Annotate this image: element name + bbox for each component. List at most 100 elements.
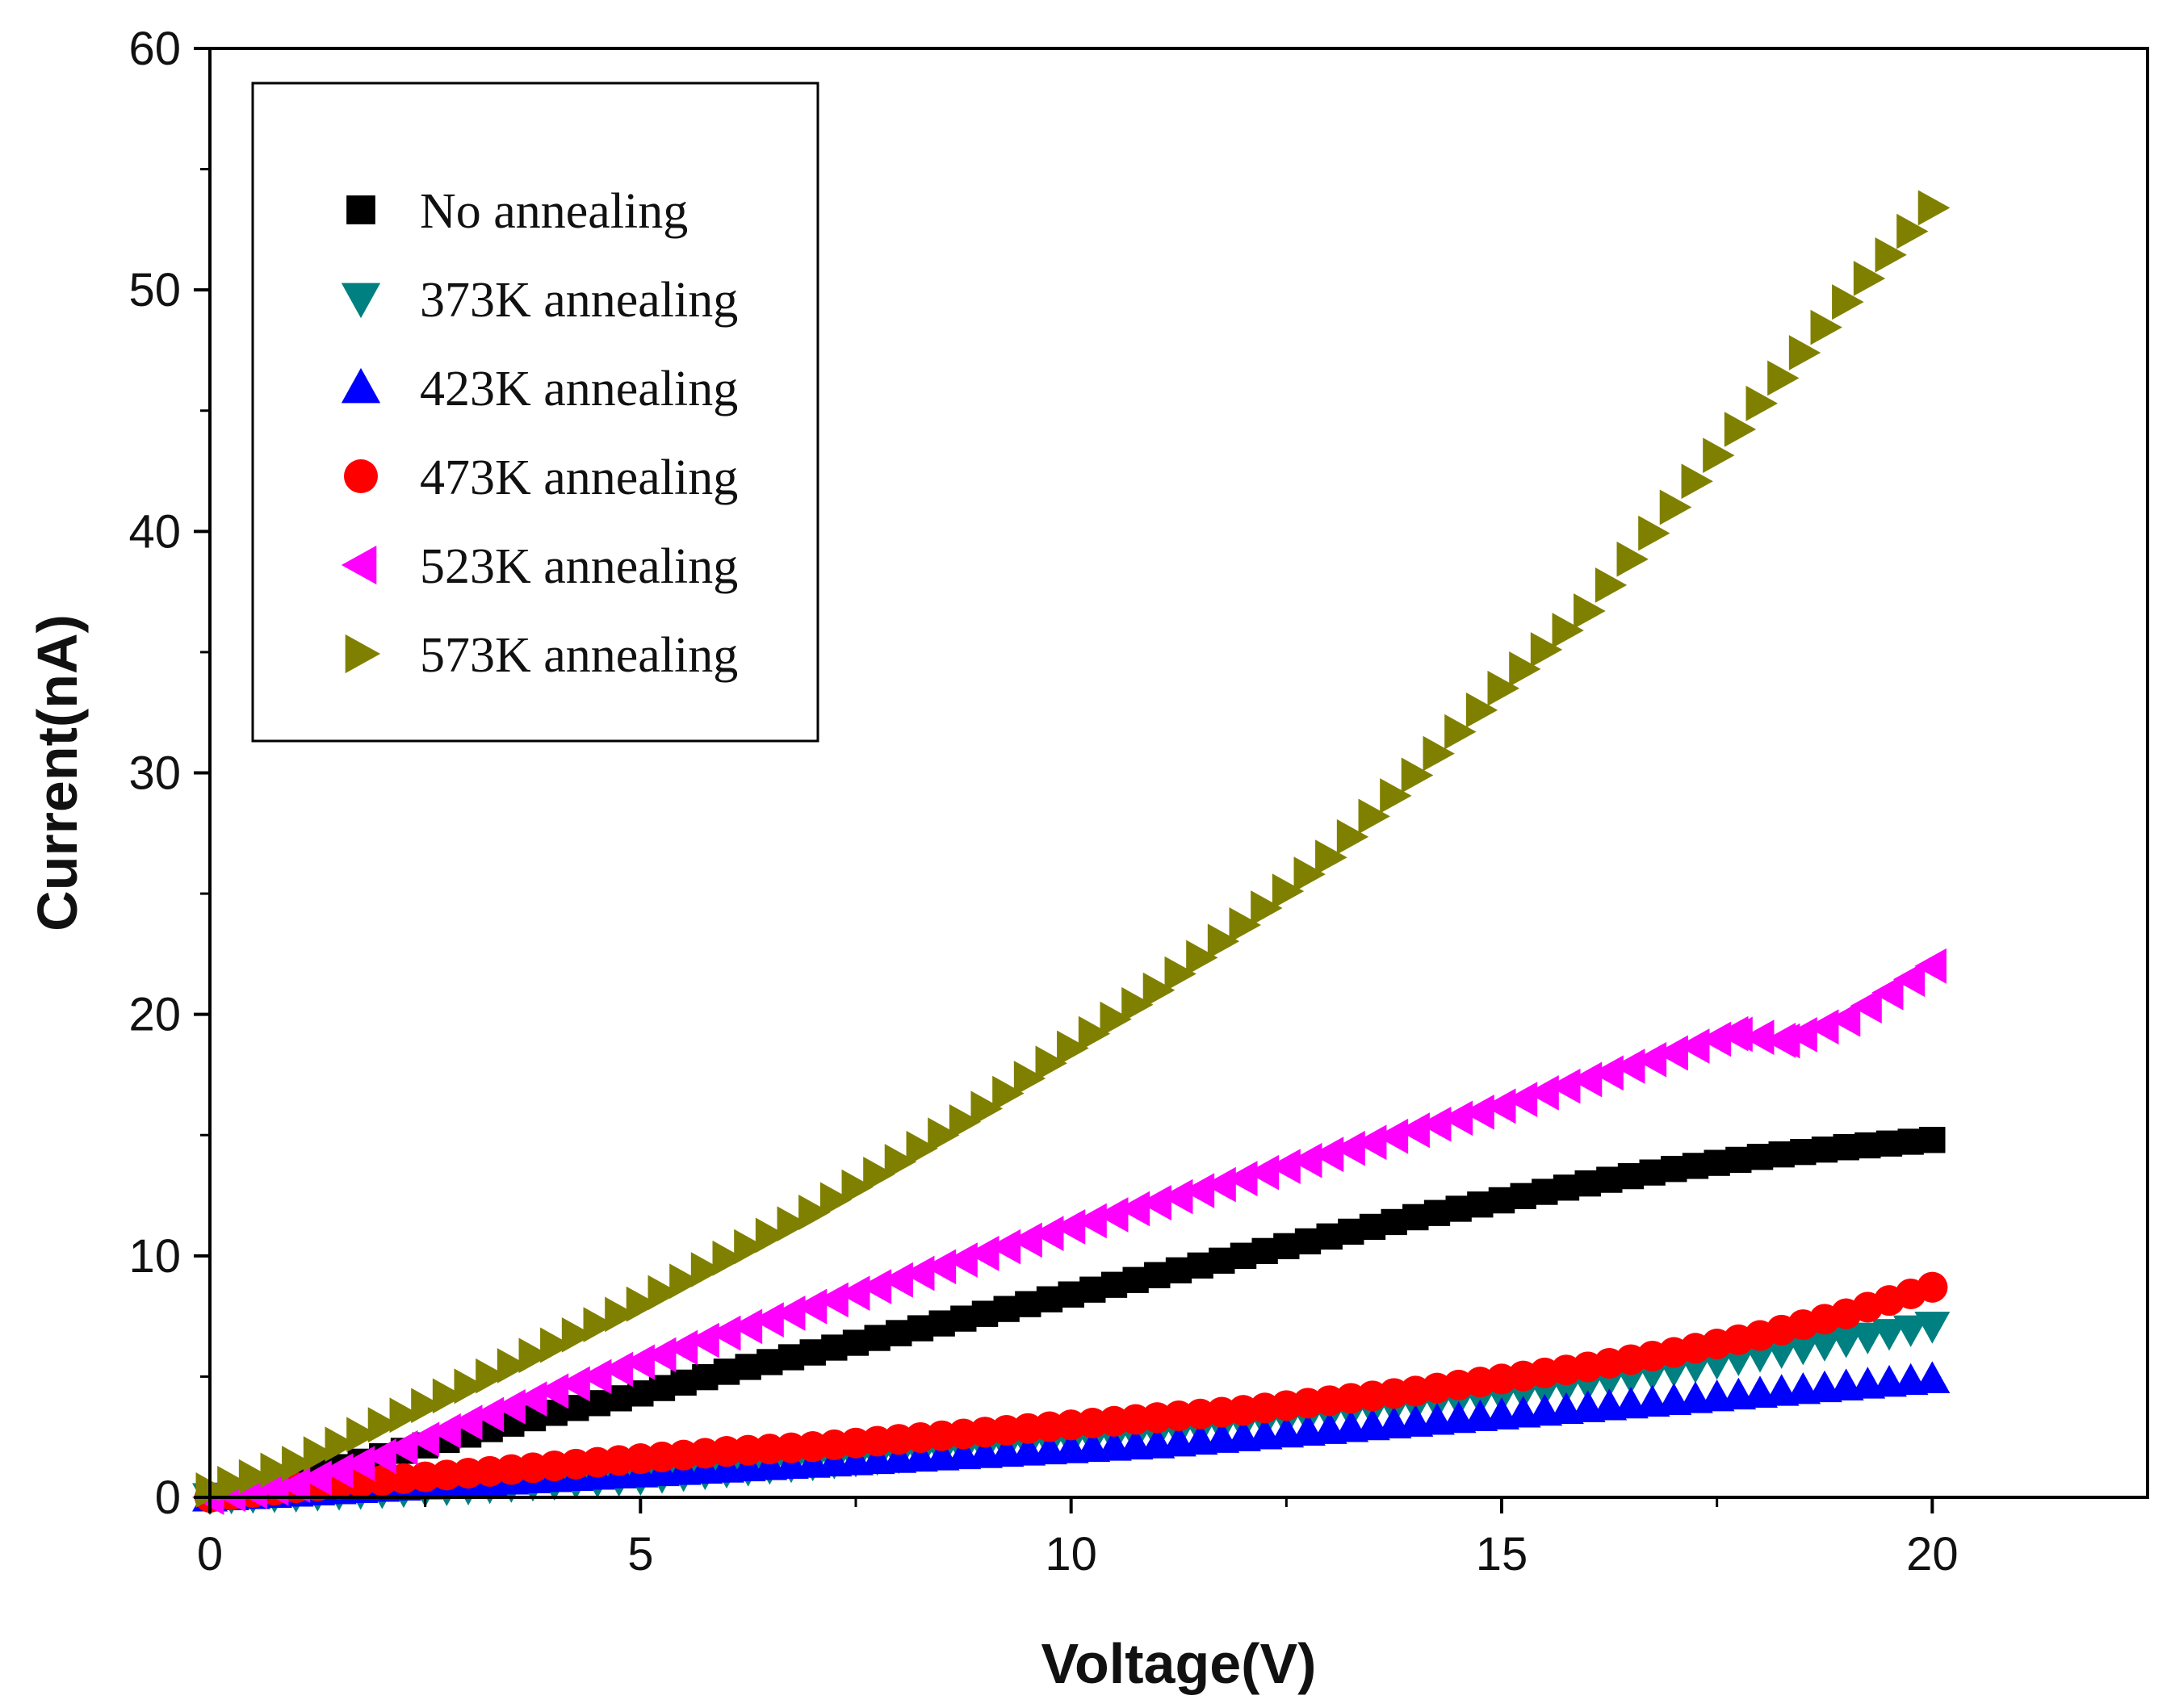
- data-point: [1398, 1404, 1434, 1437]
- data-point: [1569, 1061, 1603, 1098]
- data-point: [321, 1453, 354, 1488]
- series-523k-annealing: [192, 948, 1947, 1515]
- legend-marker: [345, 634, 381, 674]
- data-point: [1035, 1045, 1067, 1082]
- data-point: [1875, 237, 1907, 273]
- legend-item: 373K annealing: [341, 273, 738, 328]
- data-point: [1182, 1173, 1215, 1208]
- data-point: [536, 1373, 569, 1409]
- data-point: [777, 1206, 809, 1242]
- data-point: [859, 1269, 892, 1304]
- data-point: [970, 1091, 1003, 1127]
- data-point: [1681, 463, 1713, 500]
- data-point: [1486, 1363, 1517, 1395]
- data-point: [1229, 907, 1261, 943]
- data-point: [1548, 1068, 1581, 1104]
- data-point: [1659, 489, 1692, 525]
- data-point: [773, 1296, 806, 1331]
- data-point: [647, 1275, 680, 1311]
- data-point: [1716, 1015, 1749, 1052]
- data-point: [712, 1240, 744, 1276]
- x-tick-label: 0: [197, 1528, 223, 1580]
- data-point: [1591, 1055, 1624, 1091]
- legend-marker: [346, 195, 375, 224]
- data-point: [1527, 1075, 1559, 1111]
- legend-label: 423K annealing: [420, 362, 738, 417]
- data-point: [1311, 1412, 1347, 1444]
- data-point: [945, 1242, 978, 1278]
- data-point: [1058, 1281, 1084, 1308]
- data-point: [1892, 1315, 1929, 1347]
- data-point: [1400, 1375, 1431, 1407]
- data-point: [1703, 437, 1735, 473]
- y-axis-title: Current(nA): [26, 614, 89, 931]
- data-point: [819, 1182, 853, 1218]
- data-point: [364, 1438, 396, 1474]
- data-point: [1574, 593, 1606, 629]
- data-point: [988, 1229, 1021, 1265]
- data-point: [1828, 1368, 1864, 1400]
- data-point: [798, 1195, 831, 1230]
- data-point: [1661, 1155, 1687, 1183]
- data-point: [1462, 1094, 1494, 1130]
- data-point: [1358, 798, 1390, 835]
- x-axis-title: Voltage(V): [1041, 1632, 1317, 1695]
- data-point: [1484, 1397, 1519, 1430]
- data-point: [1355, 1124, 1387, 1161]
- data-point: [1569, 1390, 1606, 1422]
- data-point: [1398, 1112, 1430, 1149]
- data-point: [580, 1358, 612, 1395]
- y-tick-label: 60: [128, 23, 181, 75]
- data-point: [928, 1117, 960, 1153]
- legend-marker: [341, 367, 381, 404]
- data-point: [1096, 1197, 1129, 1233]
- data-point: [734, 1229, 766, 1265]
- data-point: [1850, 988, 1882, 1024]
- data-point: [1487, 670, 1519, 706]
- data-point: [949, 1103, 982, 1140]
- data-point: [1833, 1134, 1859, 1161]
- data-point: [1100, 1001, 1132, 1037]
- data-point: [561, 1317, 594, 1353]
- legend-marker: [341, 283, 381, 319]
- legend-item: 523K annealing: [341, 539, 738, 594]
- data-point: [1788, 335, 1821, 370]
- data-point: [605, 1296, 637, 1333]
- data-point: [300, 1460, 332, 1496]
- data-point: [1139, 1185, 1171, 1220]
- data-point: [1164, 956, 1196, 992]
- data-point: [1917, 190, 1951, 226]
- data-point: [1656, 1035, 1688, 1071]
- x-tick-label: 10: [1045, 1528, 1097, 1580]
- data-point: [1678, 1028, 1710, 1064]
- data-point: [238, 1459, 271, 1495]
- data-point: [539, 1451, 570, 1482]
- data-point: [1574, 1170, 1601, 1197]
- data-point: [1053, 1209, 1086, 1245]
- data-point: [755, 1217, 788, 1254]
- data-point: [1228, 1395, 1259, 1426]
- data-point: [924, 1249, 957, 1285]
- data-point: [1142, 1402, 1173, 1434]
- data-point: [278, 1467, 311, 1503]
- data-point: [497, 1348, 530, 1384]
- data-point: [626, 1286, 659, 1322]
- data-point: [411, 1388, 443, 1424]
- data-point: [1376, 1118, 1409, 1154]
- data-point: [1440, 1100, 1473, 1137]
- data-point: [1204, 1166, 1236, 1203]
- data-point: [1807, 1329, 1842, 1362]
- data-point: [432, 1378, 465, 1414]
- data-point: [1572, 1351, 1603, 1383]
- data-point: [1488, 1187, 1515, 1214]
- data-point: [476, 1358, 508, 1394]
- data-point: [752, 1302, 784, 1338]
- x-tick-label: 20: [1906, 1528, 1959, 1580]
- data-point: [1333, 1130, 1365, 1166]
- data-point: [1139, 1426, 1176, 1459]
- data-point: [881, 1262, 913, 1298]
- data-point: [1078, 1015, 1111, 1052]
- data-point: [622, 1344, 655, 1380]
- data-point: [1161, 1178, 1193, 1215]
